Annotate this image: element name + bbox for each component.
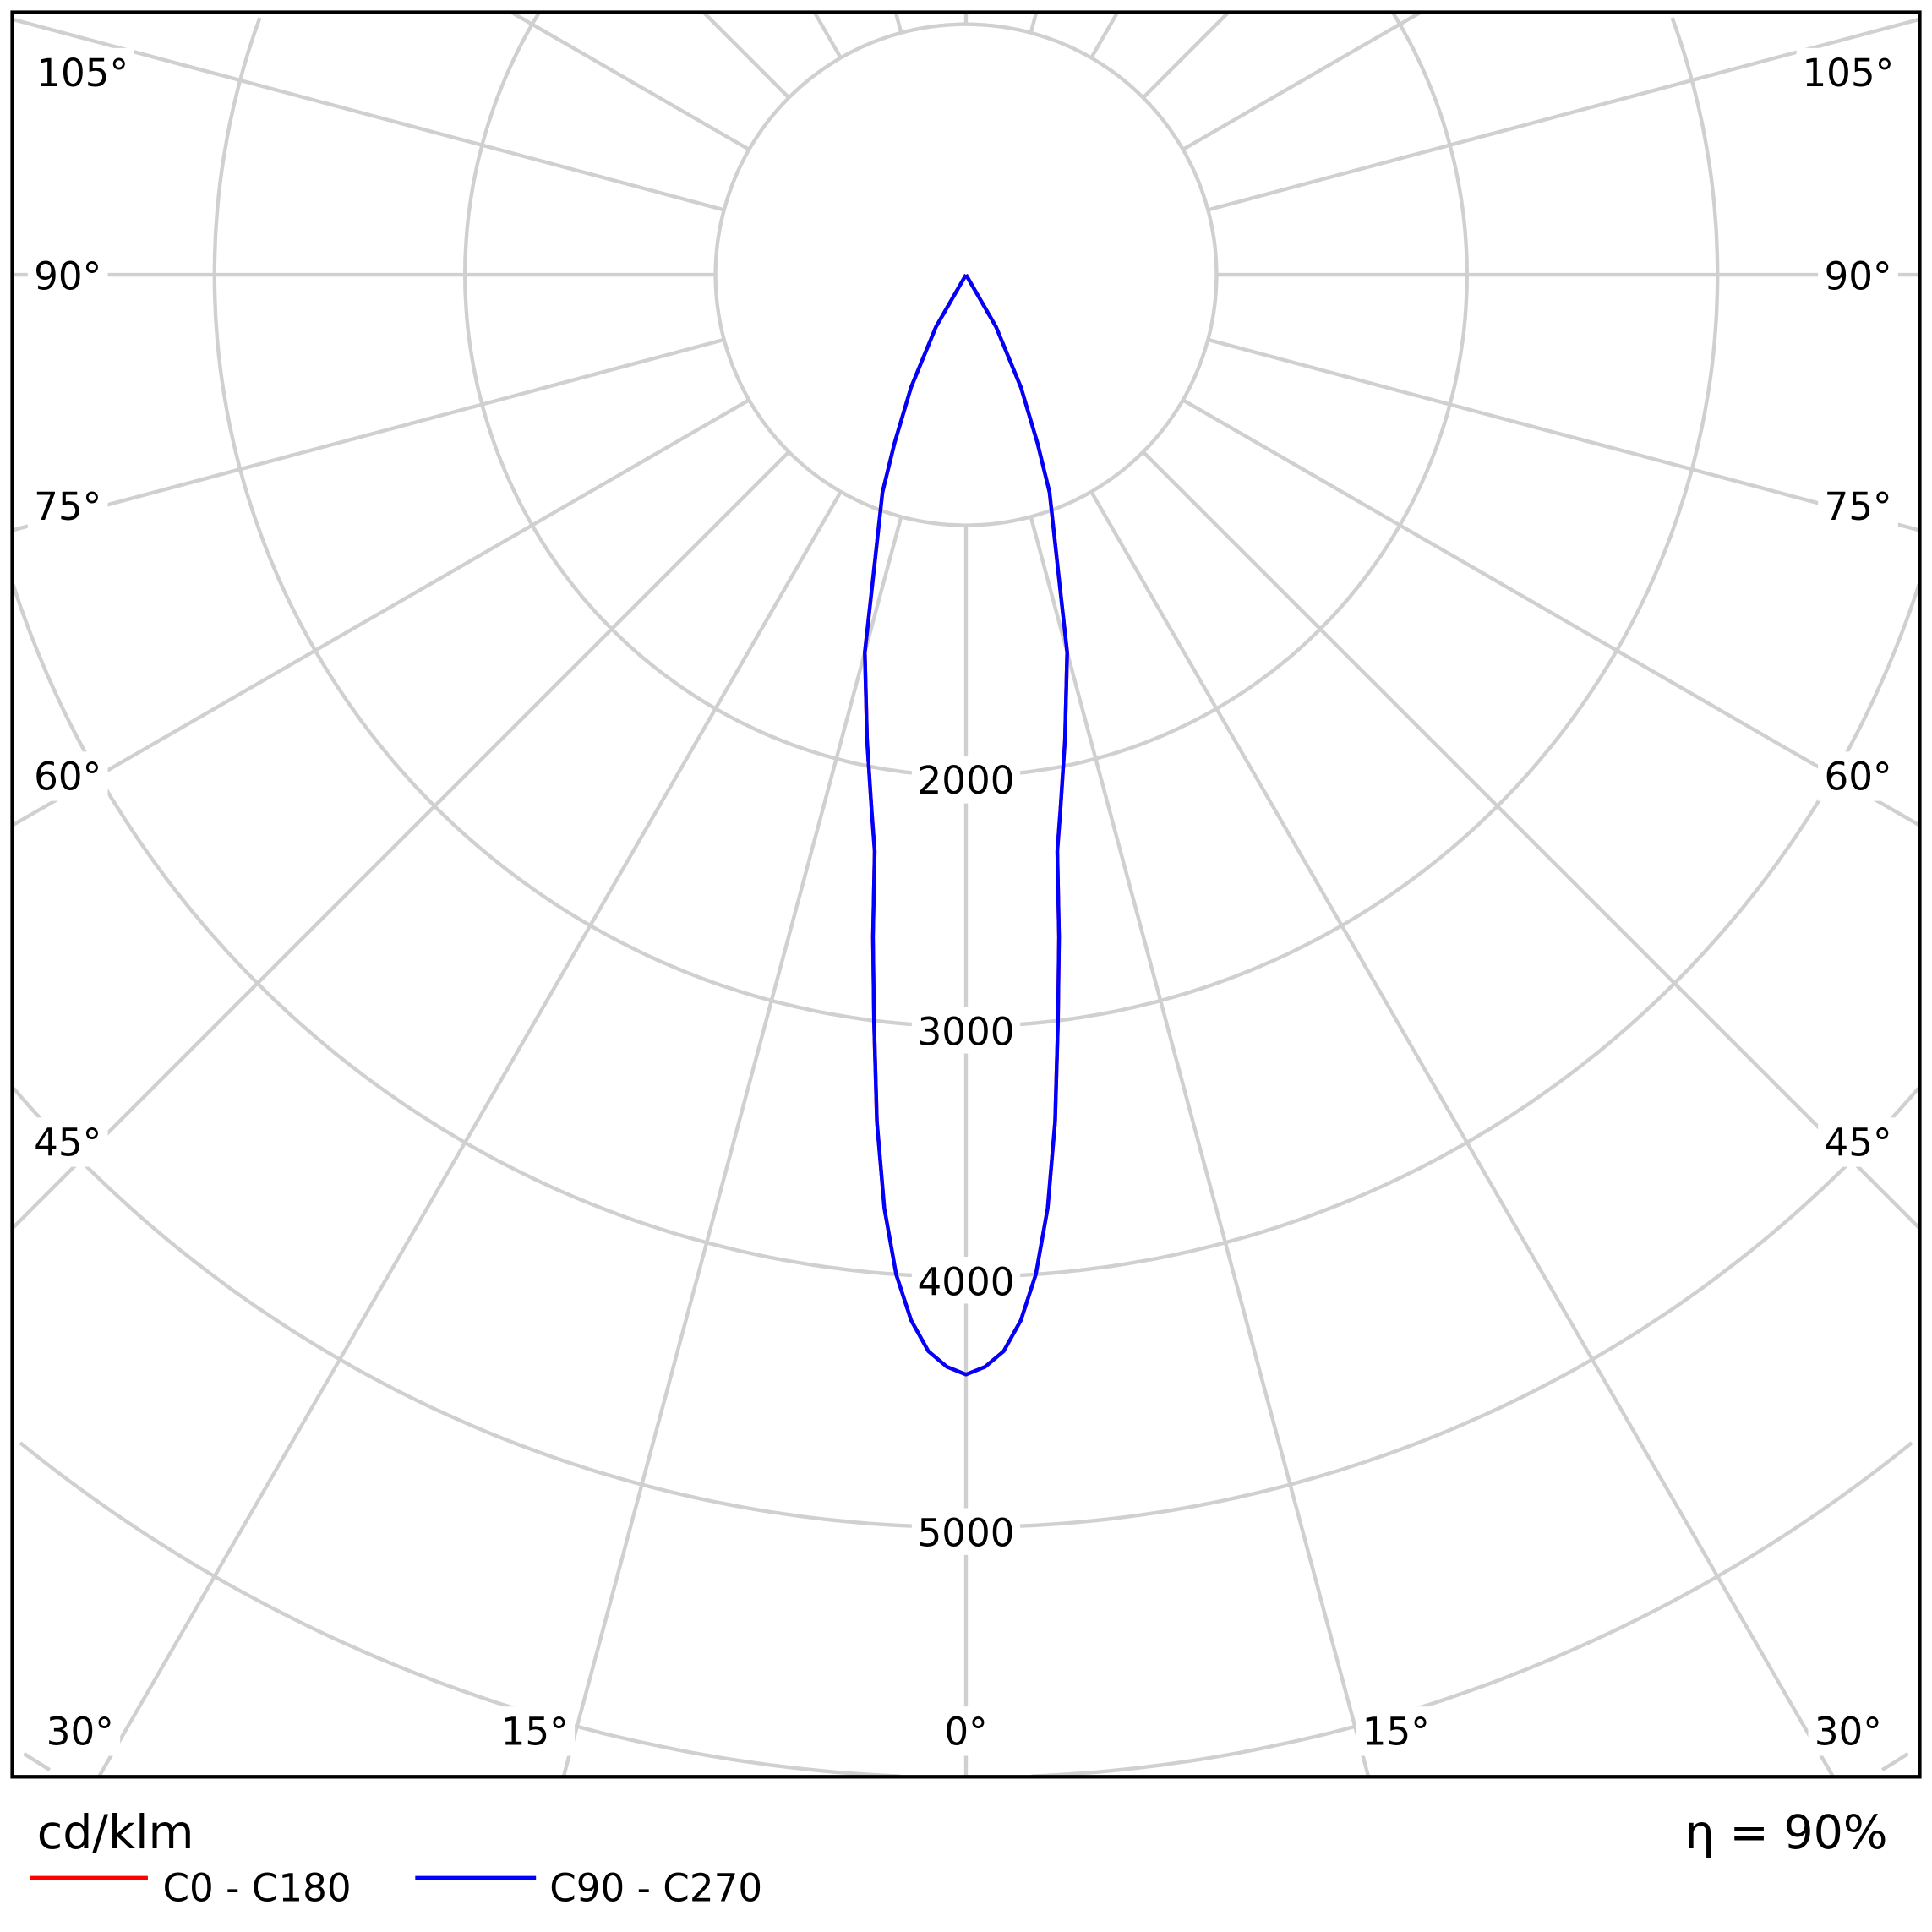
angle-label-30: 30° <box>46 1709 114 1754</box>
angle-label-60: 60° <box>34 755 101 800</box>
angle-label-15: 15° <box>501 1709 569 1754</box>
legend-label-c0: C0 - C180 <box>162 1866 351 1911</box>
series-curve-c90-c270 <box>863 274 1069 1377</box>
grid-spoke <box>812 11 843 59</box>
angle-label-105: 105° <box>1802 51 1894 96</box>
angle-label-0: 0° <box>944 1709 987 1754</box>
legend-label-c90: C90 - C270 <box>549 1866 762 1911</box>
curves <box>863 274 1069 1377</box>
grid-spoke <box>1207 337 1920 532</box>
angle-label-45: 45° <box>1824 1121 1891 1165</box>
grid-ring <box>23 1752 1909 1771</box>
radial-tick-label: 5000 <box>918 1511 1015 1556</box>
grid-spoke <box>510 10 750 151</box>
grid-spoke <box>1089 490 1835 1778</box>
grid-spoke <box>1142 11 1231 100</box>
grid-spoke <box>701 11 790 100</box>
angle-label-30: 30° <box>1815 1709 1882 1754</box>
grid-spoke <box>561 516 903 1777</box>
grid-ring <box>463 12 1469 778</box>
grid-spoke <box>11 398 750 827</box>
radial-tick-label: 3000 <box>918 1009 1015 1054</box>
grid-spoke <box>1182 10 1422 151</box>
radial-tick-label: 4000 <box>918 1259 1015 1304</box>
grid-ring <box>19 1441 1913 1778</box>
grid-spoke <box>1089 11 1120 59</box>
grid-ring <box>212 17 1720 1029</box>
grid-spoke <box>893 12 903 34</box>
unit-label: cd/klm <box>37 1806 194 1860</box>
grid-spoke <box>12 337 725 532</box>
plot-frame <box>10 10 1922 1779</box>
polar-grid <box>11 10 1921 1778</box>
grid-spoke <box>1142 450 1921 1231</box>
angle-label-90: 90° <box>1824 254 1891 299</box>
angle-label-15: 15° <box>1362 1709 1430 1754</box>
angle-label-45: 45° <box>34 1121 101 1165</box>
angle-label-105: 105° <box>36 51 128 96</box>
axis-labels: 2000 3000 4000 5000 0° 15° 15° 30° 30° 45° 45°… <box>27 47 1901 1756</box>
angle-label-75: 75° <box>1824 484 1891 529</box>
legend: C0 - C180 C90 - C270 <box>29 1866 762 1911</box>
grid-spoke <box>1029 12 1039 34</box>
angle-label-90: 90° <box>34 254 101 299</box>
radial-tick-label: 2000 <box>918 758 1015 803</box>
efficiency-label: η = 90% <box>1685 1806 1888 1860</box>
angle-label-75: 75° <box>34 484 101 529</box>
angle-label-60: 60° <box>1824 755 1891 800</box>
grid-spoke <box>1182 398 1921 827</box>
grid-spoke <box>97 490 843 1778</box>
grid-spoke <box>11 450 790 1231</box>
grid-spoke <box>1029 516 1371 1777</box>
